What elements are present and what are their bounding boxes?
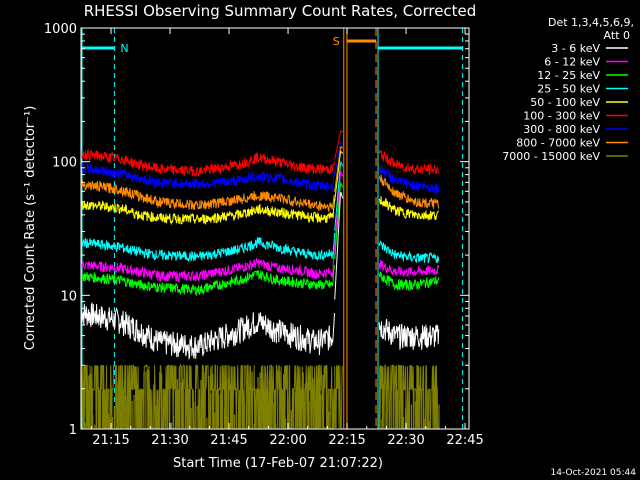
x-tick-label: 21:30 [151, 433, 188, 448]
series-line [80, 130, 440, 178]
y-tick-label: 100 [52, 156, 77, 171]
y-tick-label: 10 [60, 289, 77, 304]
y-axis-ticks: 1 10 100 1000 [44, 22, 469, 438]
x-tick-label: 22:45 [446, 433, 483, 448]
render-timestamp: 14-Oct-2021 05:44 [551, 468, 637, 478]
x-tick-label: 22:30 [387, 433, 424, 448]
x-tick-label: 21:45 [210, 433, 247, 448]
legend-entry-label: 100 - 300 keV [523, 110, 600, 123]
series-line [80, 145, 440, 213]
chart-title: RHESSI Observing Summary Count Rates, Co… [84, 2, 477, 20]
y-tick-label: 1000 [44, 22, 77, 37]
legend-entry-label: 800 - 7000 keV [516, 137, 600, 150]
legend-entry-label: 300 - 800 keV [523, 123, 600, 136]
x-tick-label: 22:15 [328, 433, 365, 448]
series-line [80, 160, 440, 265]
legend-header-line-2: Att 0 [604, 29, 630, 42]
x-axis-ticks: 21:15 21:30 21:45 22:00 22:15 22:30 22:45 [90, 28, 484, 448]
series-line [80, 180, 440, 297]
legend-entry-label: 3 - 6 keV [551, 42, 600, 55]
y-tick-label: 1 [69, 423, 77, 438]
series-line [80, 191, 440, 361]
legend-entry-label: 50 - 100 keV [530, 96, 600, 109]
x-axis-label: Start Time (17-Feb-07 21:07:22) [173, 456, 383, 471]
series-line [80, 169, 440, 283]
legend-entry-label: 25 - 50 keV [537, 83, 600, 96]
x-tick-label: 21:15 [92, 433, 129, 448]
x-tick-label: 22:00 [269, 433, 306, 448]
night-flag-label: N [120, 42, 128, 55]
legend-entry-label: 12 - 25 keV [537, 69, 600, 82]
legend-header-line-1: Det 1,3,4,5,6,9, [548, 16, 634, 29]
legend-entry-label: 6 - 12 keV [544, 56, 600, 69]
saa-flag-label: S [333, 35, 340, 48]
legend-entry-label: 7000 - 15000 keV [502, 150, 600, 163]
plot-area: NS [80, 28, 464, 429]
series-line [80, 141, 440, 194]
plot-frame [80, 27, 470, 430]
series-line [80, 150, 440, 226]
y-axis-label: Corrected Count Rate (s⁻¹ detector⁻¹) [23, 106, 38, 351]
